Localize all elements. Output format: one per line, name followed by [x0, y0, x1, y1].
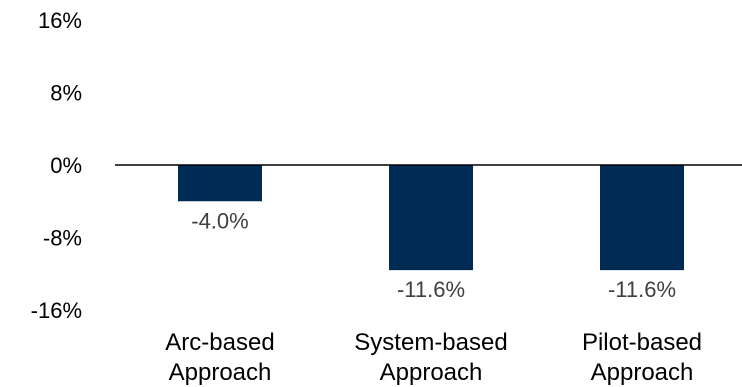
x-category-label: System-based — [354, 329, 507, 356]
bar — [600, 165, 684, 271]
x-axis: Arc-based Approach System-based Approach Pil… — [165, 329, 702, 386]
y-tick-label: 16% — [38, 8, 82, 33]
x-category-label: Approach — [380, 359, 483, 386]
y-tick-label: 8% — [50, 81, 82, 106]
bars — [178, 165, 684, 271]
x-category-label: Arc-based — [165, 329, 274, 356]
y-tick-label: -8% — [43, 226, 82, 251]
y-tick-label: -16% — [31, 298, 82, 323]
bar — [178, 165, 262, 202]
y-axis: 16% 8% 0% -8% -16% — [31, 8, 82, 323]
x-category-label: Pilot-based — [582, 329, 702, 356]
data-labels: -4.0% -11.6% -11.6% — [191, 208, 676, 302]
x-category-label: Approach — [591, 359, 694, 386]
data-label: -11.6% — [397, 277, 465, 302]
data-label: -4.0% — [191, 208, 248, 233]
x-category-label: Approach — [169, 359, 272, 386]
bar — [389, 165, 473, 271]
y-tick-label: 0% — [50, 153, 82, 178]
data-label: -11.6% — [608, 277, 676, 302]
